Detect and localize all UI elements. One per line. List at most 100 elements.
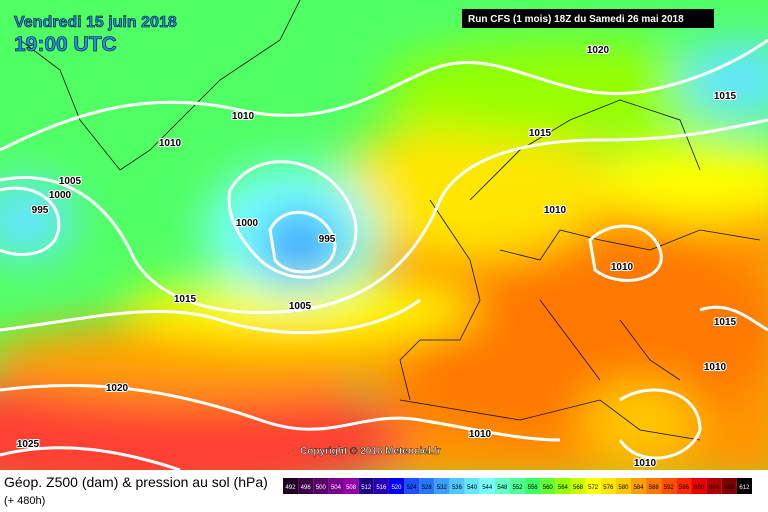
- isobar: [0, 383, 702, 460]
- colorbar-label: 580: [618, 485, 629, 491]
- isobar-label: 1010: [159, 138, 182, 149]
- colorbar: 492 496 500 504 508 512 516 520 524 528 532 536 540 5…: [283, 478, 752, 494]
- isobar-label: 1015: [529, 128, 552, 139]
- colorbar-label: 520: [391, 485, 402, 491]
- colorbar-label: 536: [452, 485, 463, 491]
- isobar: [0, 446, 181, 470]
- colorbar-swatch: [630, 478, 647, 494]
- colorbar-label: 564: [558, 485, 569, 491]
- colorbar-label: 544: [482, 485, 493, 491]
- isobar-label: 1010: [611, 262, 634, 273]
- forecast-time: 19:00 UTC: [14, 33, 117, 56]
- isobar-label: 1005: [59, 176, 82, 187]
- colorbar-swatch: [509, 478, 526, 494]
- isobar: [0, 298, 768, 335]
- forecast-date: Vendredi 15 juin 2018: [14, 14, 177, 31]
- colorbar-swatch: [283, 478, 299, 494]
- colorbar-swatch: [434, 478, 450, 494]
- isobar-labels: 1020101510101010100510009951000995101510…: [16, 44, 738, 470]
- colorbar-swatch: [464, 478, 480, 494]
- isobar-label: 1015: [174, 294, 197, 305]
- colorbar-swatch: [540, 478, 556, 494]
- isobar-label: 1010: [544, 205, 567, 216]
- colorbar-label: 584: [634, 485, 645, 491]
- isobar: [0, 186, 61, 256]
- colorbar-label: 608: [724, 485, 735, 491]
- colorbar-swatch: [736, 478, 752, 494]
- colorbar-swatch: [419, 478, 435, 494]
- colorbar-label: 592: [664, 485, 675, 491]
- isobar: [0, 118, 768, 314]
- lead-time: (+ 480h): [4, 495, 45, 507]
- isobar-label: 1015: [714, 91, 737, 102]
- isobar-label: 1020: [587, 45, 610, 56]
- colorbar-label: 496: [301, 485, 312, 491]
- colorbar-label: 600: [694, 485, 705, 491]
- colorbar-label: 604: [709, 485, 720, 491]
- caption: Géop. Z500 (dam) & pression au sol (hPa): [4, 474, 268, 490]
- isobar-label: 1000: [236, 218, 259, 229]
- colorbar-label: 612: [739, 485, 750, 491]
- colorbar-swatch: [343, 478, 359, 494]
- colorbar-label: 560: [543, 485, 554, 491]
- colorbar-swatch: [494, 478, 510, 494]
- isobar-label: 1020: [106, 383, 129, 394]
- colorbar-label: 552: [512, 485, 523, 491]
- colorbar-swatch: [525, 478, 541, 494]
- colorbar-swatch: [555, 478, 571, 494]
- isobar: [268, 210, 337, 274]
- colorbar-label: 576: [603, 485, 614, 491]
- isobar-label: 1015: [714, 317, 737, 328]
- colorbar-label: 568: [573, 485, 584, 491]
- colorbar-swatch: [585, 478, 601, 494]
- colorbar-swatch: [721, 478, 737, 494]
- colorbar-label: 596: [679, 485, 690, 491]
- colorbar-swatch: [449, 478, 465, 494]
- colorbar-label: 540: [467, 485, 478, 491]
- isobar: [227, 160, 358, 279]
- isobar-label: 1010: [704, 362, 727, 373]
- colorbar-label: 516: [376, 485, 387, 491]
- colorbar-swatch: [479, 478, 495, 494]
- colorbar-swatch: [676, 478, 692, 494]
- run-info: Run CFS (1 mois) 18Z du Samedi 26 mai 20…: [468, 14, 684, 25]
- colorbar-label: 504: [331, 485, 342, 491]
- colorbar-label: 572: [588, 485, 599, 491]
- colorbar-label: 512: [361, 485, 372, 491]
- isobar-label: 995: [32, 205, 49, 216]
- colorbar-swatch: [298, 478, 314, 494]
- colorbar-label: 556: [528, 485, 539, 491]
- isobar-label: 1010: [634, 458, 657, 469]
- colorbar-swatch: [388, 478, 405, 494]
- isobar-label: 1010: [469, 429, 492, 440]
- colorbar-label: 492: [286, 485, 297, 491]
- isobar-label: 1025: [17, 439, 40, 450]
- colorbar-label: 524: [407, 485, 418, 491]
- colorbar-label: 508: [346, 485, 357, 491]
- run-box: [462, 9, 714, 28]
- colorbar-swatch: [404, 478, 420, 494]
- colorbar-label: 588: [649, 485, 660, 491]
- isobar-label: 1000: [49, 190, 72, 201]
- colorbar-swatch: [615, 478, 631, 494]
- colorbar-swatch: [570, 478, 586, 494]
- coastline: [19, 0, 761, 441]
- colorbar-swatch: [600, 478, 616, 494]
- colorbar-label: 528: [422, 485, 433, 491]
- colorbar-label: 548: [497, 485, 508, 491]
- isobar-label: 1005: [289, 301, 312, 312]
- colorbar-swatch: [691, 478, 707, 494]
- colorbar-swatch: [646, 478, 662, 494]
- colorbar-swatch: [358, 478, 374, 494]
- isobar-label: 1010: [232, 111, 255, 122]
- colorbar-swatch: [373, 478, 389, 494]
- colorbar-swatch: [328, 478, 344, 494]
- colorbar-swatch: [313, 478, 329, 494]
- colorbar-swatch: [661, 478, 677, 494]
- colorbar-label: 500: [316, 485, 327, 491]
- isobar: [588, 224, 663, 282]
- colorbar-swatch: [706, 478, 722, 494]
- isobar: [0, 38, 768, 152]
